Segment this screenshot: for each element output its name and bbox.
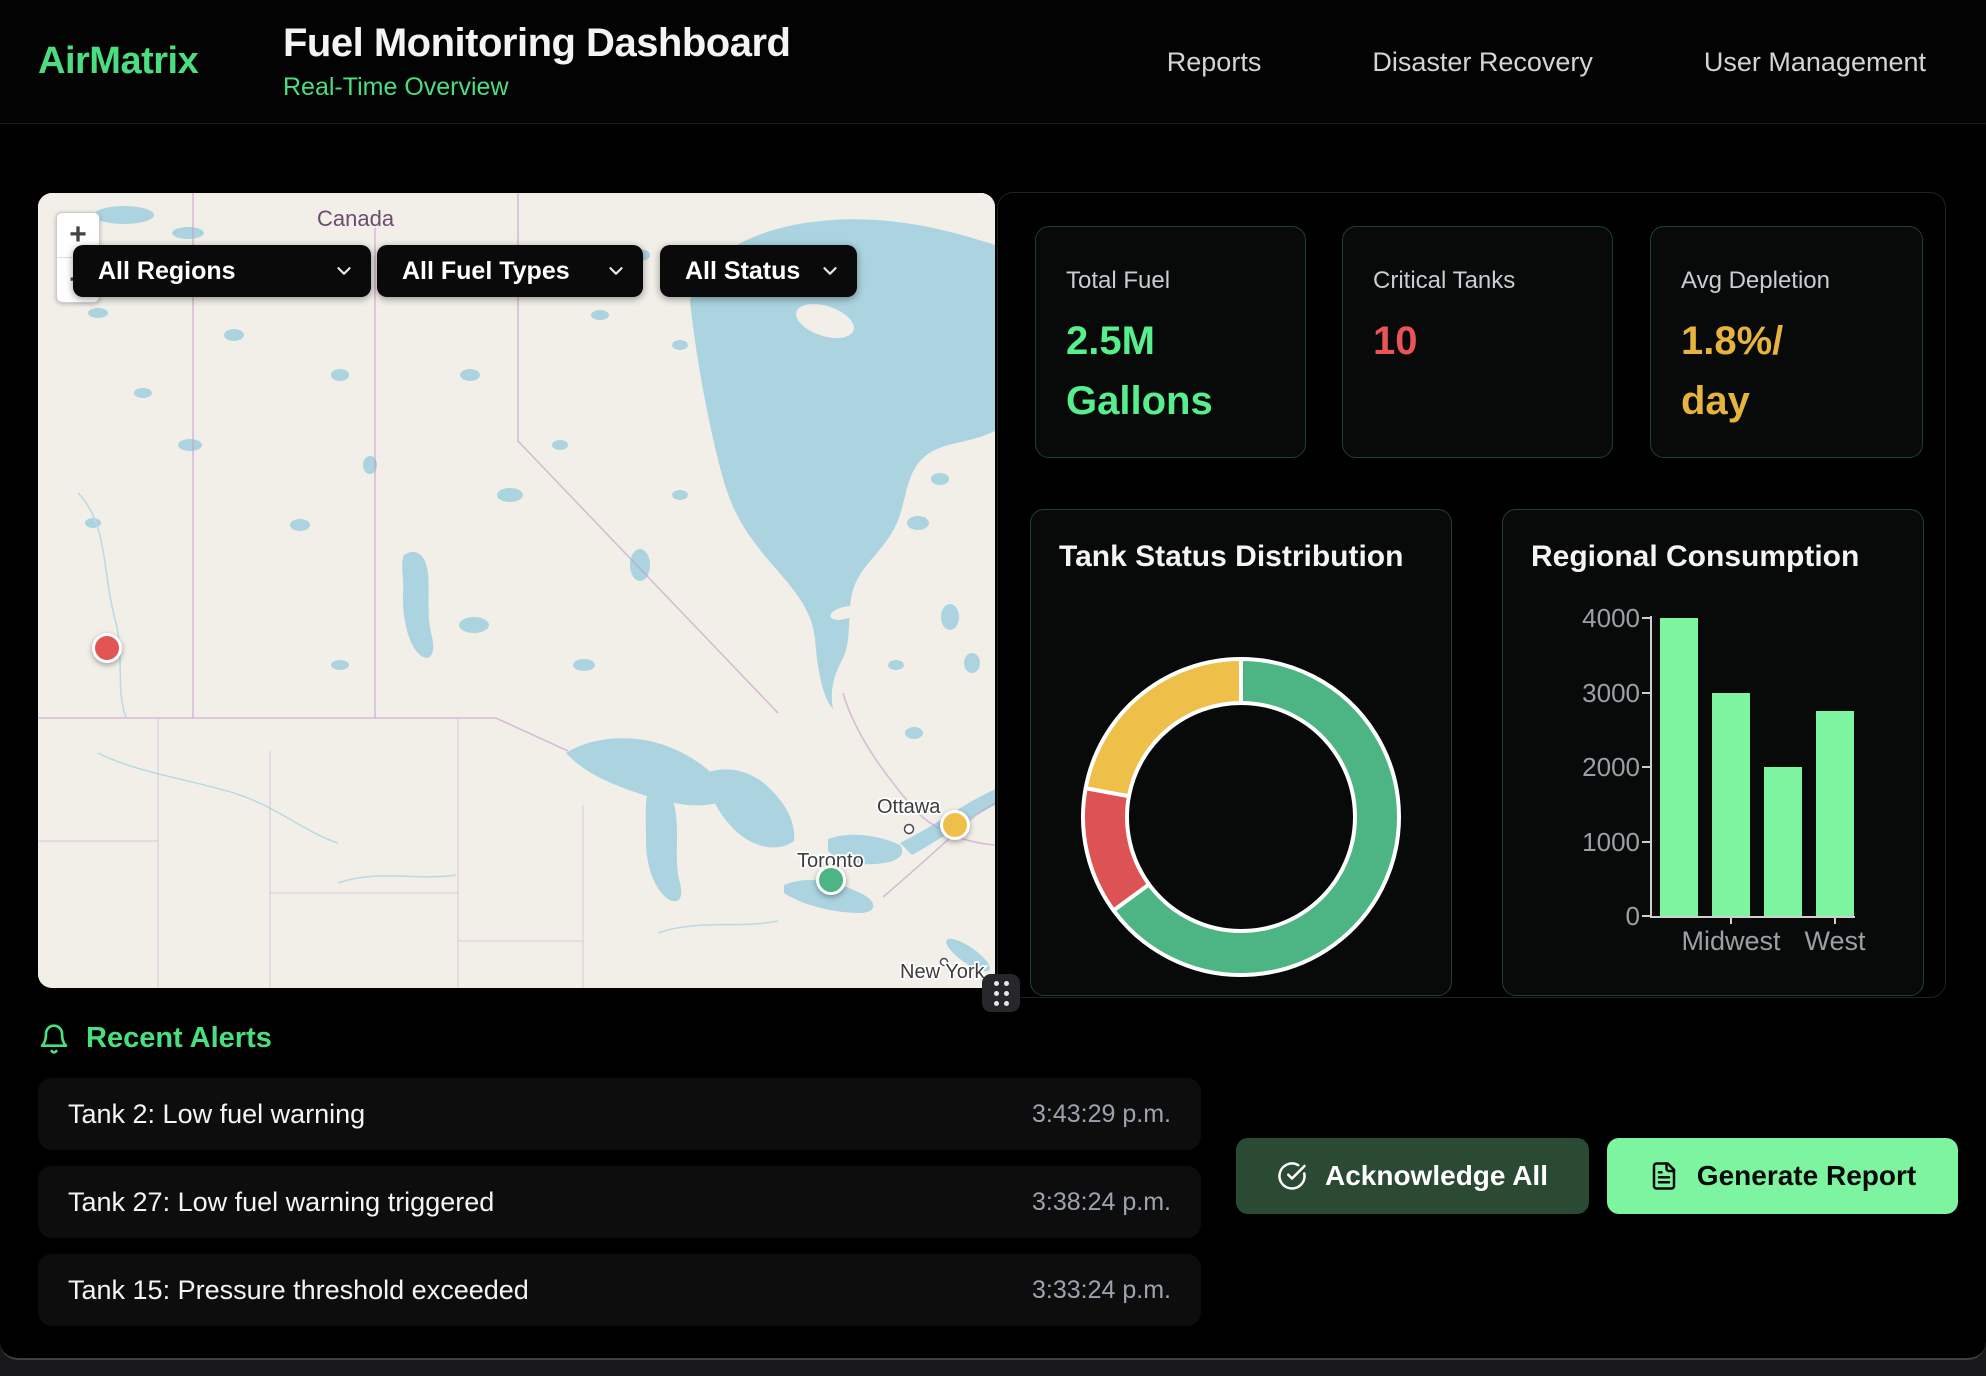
stat-value: 2.5MGallons bbox=[1066, 311, 1275, 431]
main-nav: Reports Disaster Recovery User Managemen… bbox=[1167, 0, 1926, 124]
alerts-heading-label: Recent Alerts bbox=[86, 1022, 272, 1055]
header: AirMatrix Fuel Monitoring Dashboard Real… bbox=[0, 0, 1986, 124]
map-city-dot-ottawa bbox=[905, 825, 914, 834]
status-filter-value: All Status bbox=[685, 257, 800, 286]
stat-value: 1.8%/day bbox=[1681, 311, 1892, 431]
y-axis-tick bbox=[1642, 617, 1650, 619]
nav-user-management[interactable]: User Management bbox=[1704, 47, 1926, 78]
y-axis-tick-label: 4000 bbox=[1533, 603, 1640, 634]
status-filter-dropdown[interactable]: All Status bbox=[660, 245, 857, 297]
page-title: Fuel Monitoring Dashboard bbox=[283, 21, 790, 65]
alert-timestamp: 3:43:29 p.m. bbox=[1032, 1100, 1171, 1129]
map-label-ottawa: Ottawa bbox=[877, 796, 941, 818]
stat-label: Critical Tanks bbox=[1373, 267, 1582, 295]
y-axis-tick bbox=[1642, 841, 1650, 843]
generate-report-label: Generate Report bbox=[1697, 1160, 1916, 1192]
regional-consumption-chart-card: Regional Consumption 01000200030004000Mi… bbox=[1502, 509, 1924, 996]
y-axis-tick-label: 2000 bbox=[1533, 752, 1640, 783]
chevron-down-icon bbox=[333, 260, 355, 282]
alert-row: Tank 27: Low fuel warning triggered 3:38… bbox=[38, 1166, 1201, 1238]
region-filter-value: All Regions bbox=[98, 257, 236, 286]
map-panel[interactable]: Canada Ottawa Toronto New York + − All R… bbox=[38, 193, 995, 988]
alert-timestamp: 3:38:24 p.m. bbox=[1032, 1188, 1171, 1217]
map-label-new-york: New York bbox=[900, 961, 985, 983]
fuel-type-filter-value: All Fuel Types bbox=[402, 257, 570, 286]
x-axis-line bbox=[1650, 916, 1855, 918]
chart-title: Regional Consumption bbox=[1531, 540, 1859, 574]
stat-card-avg-depletion: Avg Depletion 1.8%/day bbox=[1650, 226, 1923, 458]
y-axis-tick bbox=[1642, 692, 1650, 694]
acknowledge-all-button[interactable]: Acknowledge All bbox=[1236, 1138, 1589, 1214]
tank-status-chart-card: Tank Status Distribution bbox=[1030, 509, 1452, 996]
y-axis-tick bbox=[1642, 915, 1650, 917]
y-axis-tick bbox=[1642, 766, 1650, 768]
dashboard-page: AirMatrix Fuel Monitoring Dashboard Real… bbox=[0, 0, 1986, 1376]
consumption-bar bbox=[1764, 767, 1802, 916]
consumption-bar bbox=[1660, 618, 1698, 916]
tank-marker-warning[interactable] bbox=[940, 810, 970, 840]
alert-text: Tank 27: Low fuel warning triggered bbox=[68, 1187, 494, 1218]
fuel-type-filter-dropdown[interactable]: All Fuel Types bbox=[377, 245, 643, 297]
stat-card-total-fuel: Total Fuel 2.5MGallons bbox=[1035, 226, 1306, 458]
donut-segment-warning bbox=[1086, 659, 1241, 796]
y-axis-tick-label: 1000 bbox=[1533, 827, 1640, 858]
nav-disaster-recovery[interactable]: Disaster Recovery bbox=[1372, 47, 1593, 78]
generate-report-button[interactable]: Generate Report bbox=[1607, 1138, 1958, 1214]
nav-reports[interactable]: Reports bbox=[1167, 47, 1262, 78]
acknowledge-all-label: Acknowledge All bbox=[1325, 1160, 1548, 1192]
chevron-down-icon bbox=[605, 260, 627, 282]
title-block: Fuel Monitoring Dashboard Real-Time Over… bbox=[283, 21, 790, 102]
alerts-heading: Recent Alerts bbox=[38, 1022, 272, 1055]
map-label-canada: Canada bbox=[317, 206, 395, 231]
x-axis-tick bbox=[1834, 916, 1836, 924]
check-circle-icon bbox=[1277, 1161, 1307, 1191]
consumption-bar bbox=[1816, 711, 1854, 916]
map-canvas: Canada Ottawa Toronto New York bbox=[38, 193, 995, 988]
report-document-icon bbox=[1649, 1161, 1679, 1191]
tank-marker-critical[interactable] bbox=[92, 633, 122, 663]
stat-label: Avg Depletion bbox=[1681, 267, 1892, 295]
resize-handle-icon[interactable] bbox=[982, 974, 1020, 1012]
bell-icon bbox=[38, 1023, 70, 1055]
x-axis-tick bbox=[1730, 916, 1732, 924]
stat-value: 10 bbox=[1373, 311, 1582, 371]
y-axis-tick-label: 0 bbox=[1533, 901, 1640, 932]
chevron-down-icon bbox=[819, 260, 841, 282]
alert-timestamp: 3:33:24 p.m. bbox=[1032, 1276, 1171, 1305]
tank-marker-normal[interactable] bbox=[816, 865, 846, 895]
consumption-bar bbox=[1712, 693, 1750, 917]
x-axis-tick-label: West bbox=[1765, 926, 1905, 957]
donut-segment-critical bbox=[1083, 788, 1149, 910]
content-container: AirMatrix Fuel Monitoring Dashboard Real… bbox=[0, 0, 1986, 1360]
alert-row: Tank 2: Low fuel warning 3:43:29 p.m. bbox=[38, 1078, 1201, 1150]
alert-row: Tank 15: Pressure threshold exceeded 3:3… bbox=[38, 1254, 1201, 1326]
tank-status-donut-chart bbox=[1031, 510, 1453, 997]
region-filter-dropdown[interactable]: All Regions bbox=[73, 245, 371, 297]
brand-logo: AirMatrix bbox=[38, 40, 220, 83]
stat-card-critical-tanks: Critical Tanks 10 bbox=[1342, 226, 1613, 458]
y-axis-line bbox=[1650, 616, 1652, 918]
alert-text: Tank 2: Low fuel warning bbox=[68, 1099, 365, 1130]
alert-text: Tank 15: Pressure threshold exceeded bbox=[68, 1275, 529, 1306]
stat-label: Total Fuel bbox=[1066, 267, 1275, 295]
y-axis-tick-label: 3000 bbox=[1533, 678, 1640, 709]
page-subtitle: Real-Time Overview bbox=[283, 73, 790, 102]
